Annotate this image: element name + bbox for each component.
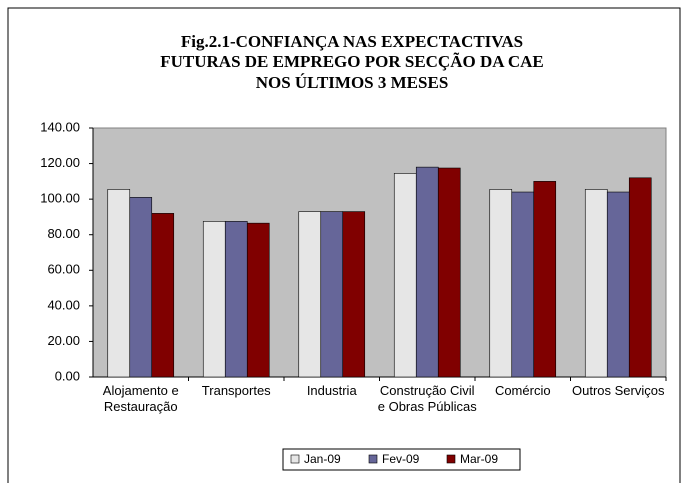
legend-label: Fev-09 [382,452,420,466]
y-tick-label: 60.00 [47,262,80,277]
bar [224,221,248,378]
bar [628,177,652,378]
bar [606,191,630,378]
x-tick-label: Transportes [201,383,271,398]
legend-label: Mar-09 [460,452,498,466]
bar [584,189,608,378]
chart-title: NOS ÚLTIMOS 3 MESES [256,73,449,92]
legend-swatch [290,454,300,464]
legend-label: Jan-09 [304,452,341,466]
bar [415,166,439,378]
x-tick-label: Comércio [494,383,551,398]
bar [107,189,131,378]
y-tick-label: 140.00 [40,119,80,134]
legend-swatch [368,454,378,464]
bar [437,167,461,378]
bar [320,211,344,378]
y-tick-label: 40.00 [47,297,80,312]
legend-swatch [446,454,456,464]
y-tick-label: 80.00 [47,226,80,241]
y-tick-label: 100.00 [40,191,80,206]
bar [342,211,366,378]
bar [489,189,513,378]
bar [393,173,417,378]
bar [511,191,535,378]
legend-box [282,448,521,471]
chart-title: FUTURAS DE EMPREGO POR SECÇÃO DA CAE [160,52,543,71]
bar [151,213,175,378]
x-tick-label: Outros Serviços [572,383,665,398]
x-tick-label: Construção Civil e Obras Públicas [377,383,477,414]
y-tick-label: 0.00 [55,368,80,383]
x-tick-label: Industria [306,383,357,398]
y-tick-label: 120.00 [40,155,80,170]
y-tick-label: 20.00 [47,333,80,348]
chart-title: Fig.2.1-CONFIANÇA NAS EXPECTACTIVAS [181,32,523,51]
bar [246,222,270,378]
plot-area [92,127,667,378]
bar [129,197,153,378]
bar [533,181,557,378]
bar [298,211,322,378]
x-tick-label: Alojamento e Restauração [102,383,179,414]
bar [202,221,226,378]
